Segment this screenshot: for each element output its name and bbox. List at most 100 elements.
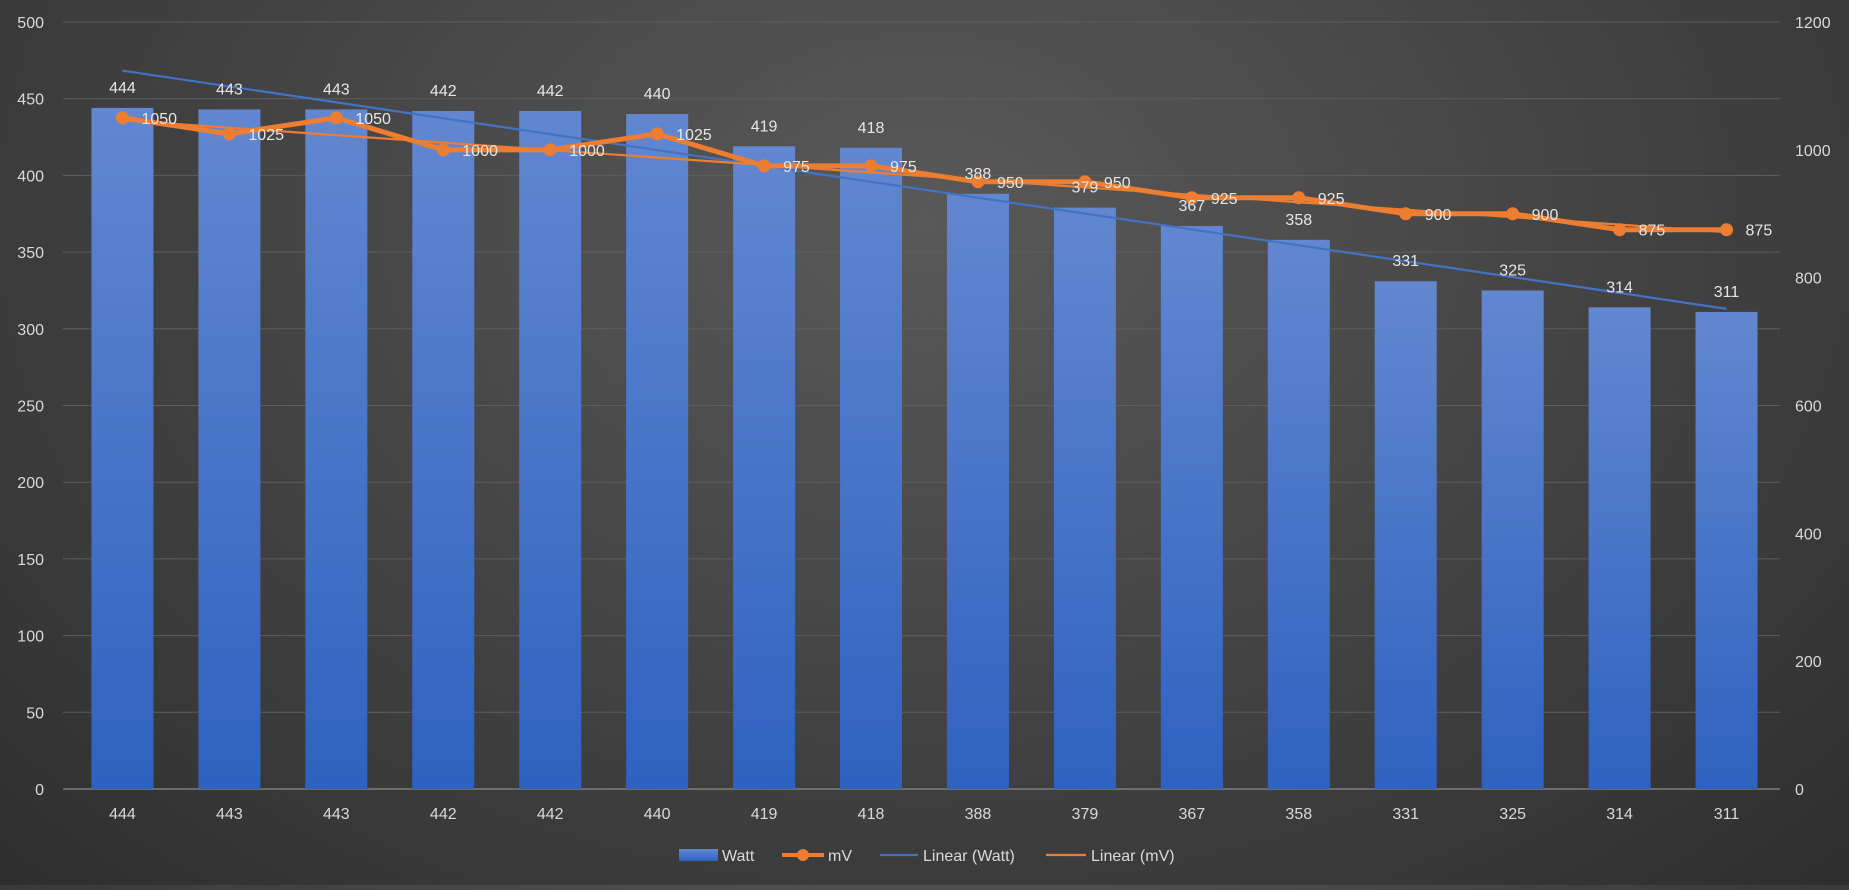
mv-point bbox=[1292, 191, 1306, 205]
x-tick-label: 367 bbox=[1178, 806, 1205, 823]
trendline-watt bbox=[122, 69, 1727, 310]
y-left-tick-label: 400 bbox=[17, 168, 44, 185]
watt-data-label: 311 bbox=[1714, 284, 1740, 301]
mv-point bbox=[1399, 207, 1413, 221]
watt-data-label: 442 bbox=[537, 83, 564, 100]
watt-bar bbox=[840, 147, 903, 790]
legend-label-watt: Watt bbox=[722, 848, 755, 865]
axis-ticks: 0 50 100 150 200 250 300 350 400 450 500 0 200 400 600… bbox=[17, 15, 1830, 823]
y-right-tick-label: 200 bbox=[1795, 654, 1822, 671]
y-left-tick-label: 350 bbox=[17, 245, 44, 262]
watt-bar bbox=[412, 110, 475, 790]
watt-data-label: 331 bbox=[1392, 253, 1419, 270]
x-tick-label: 442 bbox=[430, 806, 457, 823]
mv-point bbox=[1078, 175, 1092, 189]
watt-data-label: 419 bbox=[751, 118, 778, 135]
mv-point bbox=[1720, 223, 1734, 237]
watt-data-label: 418 bbox=[858, 120, 885, 137]
legend-label-linear-mv: Linear (mV) bbox=[1091, 848, 1175, 865]
x-tick-label: 314 bbox=[1606, 806, 1633, 823]
watt-data-label: 440 bbox=[644, 86, 671, 103]
x-tick-label: 325 bbox=[1499, 806, 1526, 823]
y-right-tick-label: 1000 bbox=[1795, 143, 1831, 160]
mv-data-label: 875 bbox=[1746, 223, 1773, 240]
watt-bar bbox=[198, 109, 261, 790]
x-tick-label: 358 bbox=[1285, 806, 1312, 823]
watt-bar bbox=[1695, 311, 1758, 789]
y-left-tick-label: 500 bbox=[17, 15, 44, 32]
watt-bar bbox=[305, 109, 368, 790]
y-left-tick-label: 100 bbox=[17, 629, 44, 646]
x-tick-label: 419 bbox=[751, 806, 778, 823]
watt-data-label: 367 bbox=[1178, 198, 1205, 215]
mv-data-label: 900 bbox=[1425, 207, 1452, 224]
mv-data-label: 950 bbox=[1104, 175, 1131, 192]
mv-line-path bbox=[119, 115, 1730, 233]
mv-point bbox=[757, 159, 771, 173]
mv-point bbox=[115, 111, 129, 125]
mv-point bbox=[864, 159, 878, 173]
y-right-tick-label: 1200 bbox=[1795, 15, 1831, 32]
mv-data-label: 1025 bbox=[248, 127, 284, 144]
x-tick-label: 443 bbox=[216, 806, 243, 823]
x-tick-label: 331 bbox=[1392, 806, 1419, 823]
watt-bars bbox=[91, 107, 1758, 790]
legend-swatch-watt bbox=[679, 849, 718, 861]
watt-data-label: 325 bbox=[1499, 262, 1526, 279]
y-left-tick-label: 450 bbox=[17, 92, 44, 109]
mv-data-label: 975 bbox=[890, 159, 917, 176]
y-left-tick-label: 200 bbox=[17, 475, 44, 492]
watt-bar bbox=[733, 146, 796, 789]
y-left-tick-label: 150 bbox=[17, 552, 44, 569]
watt-bar bbox=[1374, 281, 1437, 789]
y-right-tick-label: 0 bbox=[1795, 782, 1804, 799]
legend-label-linear-watt: Linear (Watt) bbox=[923, 848, 1015, 865]
watt-bar bbox=[626, 114, 689, 790]
mv-point bbox=[1506, 207, 1520, 221]
legend: Watt mV Linear (Watt) Linear (mV) bbox=[679, 848, 1175, 865]
watt-bar bbox=[1267, 239, 1330, 789]
mv-data-label: 925 bbox=[1318, 191, 1345, 208]
mv-point bbox=[436, 143, 450, 157]
x-tick-label: 388 bbox=[965, 806, 992, 823]
mv-data-label: 1000 bbox=[462, 143, 498, 160]
mv-data-label: 1050 bbox=[141, 111, 177, 128]
watt-bar bbox=[1160, 226, 1223, 790]
mv-data-label: 900 bbox=[1532, 207, 1559, 224]
mv-line bbox=[115, 111, 1734, 237]
mv-data-label: 875 bbox=[1639, 223, 1666, 240]
mv-data-label: 925 bbox=[1211, 191, 1238, 208]
y-right-tick-label: 800 bbox=[1795, 271, 1822, 288]
mv-data-label: 1025 bbox=[676, 127, 712, 144]
mv-point bbox=[1185, 191, 1199, 205]
mv-point bbox=[222, 127, 236, 141]
x-tick-label: 440 bbox=[644, 806, 671, 823]
watt-bar bbox=[1481, 290, 1544, 789]
mv-data-label: 950 bbox=[997, 175, 1024, 192]
y-left-tick-label: 250 bbox=[17, 399, 44, 416]
watt-bar bbox=[91, 107, 154, 790]
mv-data-label: 1050 bbox=[355, 111, 391, 128]
y-left-tick-label: 50 bbox=[26, 705, 44, 722]
mv-point bbox=[650, 127, 664, 141]
watt-data-label: 379 bbox=[1072, 180, 1099, 197]
watt-bar bbox=[1053, 207, 1116, 789]
legend-label-mv: mV bbox=[828, 848, 852, 865]
watt-data-label: 358 bbox=[1285, 212, 1312, 229]
watt-bar bbox=[946, 193, 1009, 790]
x-tick-label: 443 bbox=[323, 806, 350, 823]
y-left-tick-label: 0 bbox=[35, 782, 44, 799]
y-left-tick-label: 300 bbox=[17, 322, 44, 339]
mv-data-label: 1000 bbox=[569, 143, 605, 160]
mv-point bbox=[543, 143, 557, 157]
mv-data-label: 975 bbox=[783, 159, 810, 176]
watt-data-label: 388 bbox=[965, 166, 992, 183]
legend-marker-mv bbox=[797, 849, 809, 861]
x-tick-label: 442 bbox=[537, 806, 564, 823]
mv-point bbox=[1613, 223, 1627, 237]
x-tick-label: 418 bbox=[858, 806, 885, 823]
watt-data-label: 442 bbox=[430, 83, 457, 100]
watt-data-label: 314 bbox=[1606, 279, 1633, 296]
